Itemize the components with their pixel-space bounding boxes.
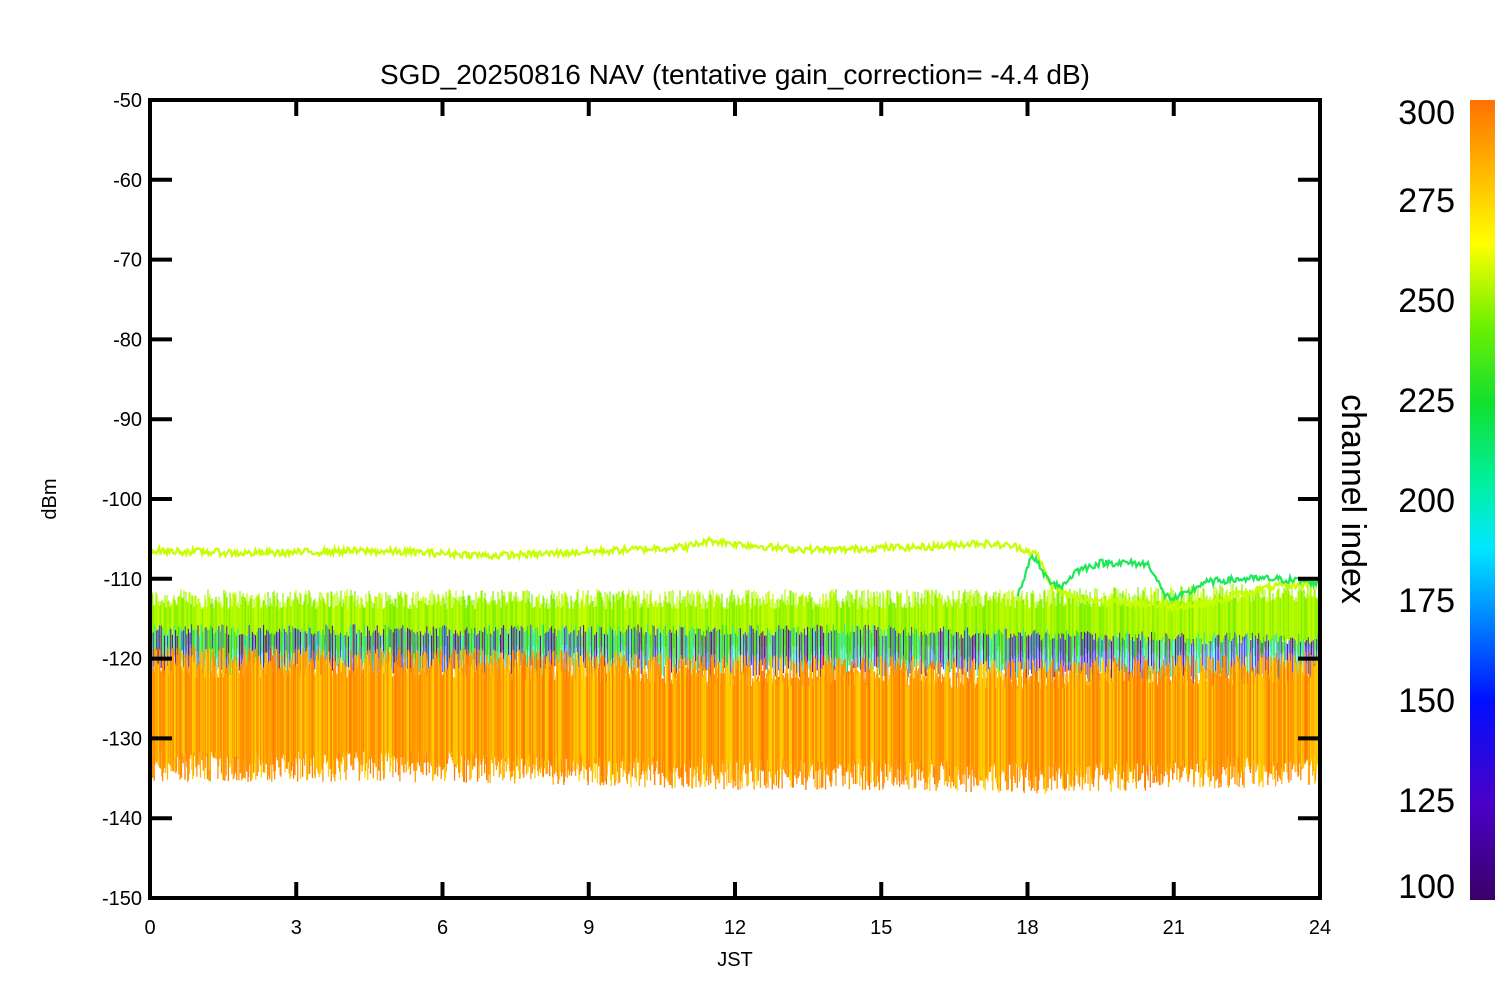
colorbar-tick-label: 150 bbox=[1398, 682, 1455, 720]
x-tick-label: 3 bbox=[291, 917, 302, 939]
y-tick-label: -130 bbox=[102, 728, 142, 750]
band-upper-strokes bbox=[152, 582, 1320, 665]
y-tick-label: -140 bbox=[102, 808, 142, 830]
colorbar-label: channel index bbox=[1334, 394, 1372, 604]
x-tick-label: 15 bbox=[870, 917, 892, 939]
y-tick-label: -150 bbox=[102, 888, 142, 910]
band-orange-strokes bbox=[152, 649, 1318, 792]
series-layer bbox=[151, 535, 1320, 614]
y-tick-label: -50 bbox=[113, 90, 142, 112]
x-axis: 0 3 6 9 12 15 18 21 24 bbox=[144, 100, 1331, 939]
y-axis: -50 -60 -70 -80 -90 -100 -110 -120 -130 -140 -150 bbox=[102, 90, 1320, 910]
band-orange-strokes bbox=[151, 647, 1320, 794]
colorbar-tick-label: 275 bbox=[1398, 182, 1455, 220]
x-tick-label: 21 bbox=[1163, 917, 1185, 939]
colorbar-ticks: 300 275 250 225 200 175 150 125 100 bbox=[1398, 94, 1455, 906]
x-axis-label: JST bbox=[717, 949, 753, 971]
y-tick-label: -90 bbox=[113, 409, 142, 431]
colorbar-tick-label: 225 bbox=[1398, 382, 1455, 420]
series-line-0 bbox=[151, 535, 1320, 614]
y-tick-label: -70 bbox=[113, 250, 142, 272]
colorbar-tick-label: 300 bbox=[1398, 94, 1455, 132]
y-tick-label: -80 bbox=[113, 329, 142, 351]
colorbar-tick-label: 100 bbox=[1398, 868, 1455, 906]
band-orange-strokes bbox=[152, 646, 1320, 792]
series-line-1 bbox=[1016, 553, 1320, 603]
x-tick-label: 24 bbox=[1309, 917, 1331, 939]
y-tick-label: -120 bbox=[102, 649, 142, 671]
y-tick-label: -100 bbox=[102, 489, 142, 511]
y-axis-label: dBm bbox=[39, 478, 61, 519]
x-tick-label: 6 bbox=[437, 917, 448, 939]
x-tick-label: 0 bbox=[144, 917, 155, 939]
chart-title: SGD_20250816 NAV (tentative gain_correct… bbox=[380, 59, 1090, 90]
y-tick-label: -60 bbox=[113, 170, 142, 192]
band-orange-strokes bbox=[154, 647, 1319, 794]
x-tick-label: 18 bbox=[1016, 917, 1038, 939]
band-orange-strokes bbox=[161, 647, 1309, 794]
x-tick-label: 9 bbox=[583, 917, 594, 939]
colorbar-tick-label: 250 bbox=[1398, 282, 1455, 320]
x-tick-label: 12 bbox=[724, 917, 746, 939]
colorbar-tick-label: 175 bbox=[1398, 582, 1455, 620]
colorbar-tick-label: 200 bbox=[1398, 482, 1455, 520]
y-tick-label: -110 bbox=[103, 569, 142, 591]
colorbar bbox=[1470, 100, 1495, 900]
band-upper-strokes bbox=[151, 582, 1319, 665]
noise-bands bbox=[151, 581, 1320, 794]
colorbar-tick-label: 125 bbox=[1398, 782, 1455, 820]
